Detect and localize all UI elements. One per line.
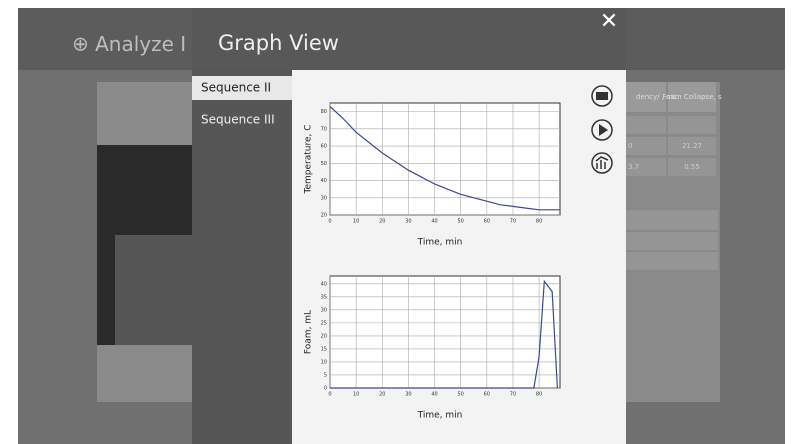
table-value: 0.55 — [684, 163, 700, 171]
app-table: dency/ , mL Foam Collapse, s 0 21.27 3.7… — [626, 82, 722, 270]
icon-ring — [591, 119, 613, 141]
nav-item[interactable]: Sequence II — [201, 81, 271, 95]
play-button[interactable] — [591, 119, 613, 141]
x-tick-label: 50 — [457, 392, 463, 398]
x-axis-label: Time, min — [417, 238, 463, 248]
x-tick-label: 0 — [328, 219, 331, 225]
y-tick-label: 70 — [321, 126, 327, 132]
nav-item[interactable]: Sequence III — [201, 113, 275, 127]
cell — [626, 82, 666, 112]
x-tick-label: 70 — [510, 392, 516, 398]
dialog-nav — [192, 70, 292, 444]
cell — [668, 116, 716, 134]
cell — [626, 158, 666, 176]
x-tick-label: 50 — [457, 219, 463, 225]
x-tick-label: 20 — [379, 219, 385, 225]
table-value: 0 — [628, 142, 632, 150]
plot-area — [329, 275, 561, 389]
x-tick-label: 80 — [536, 219, 542, 225]
cell — [626, 232, 718, 250]
cell — [668, 137, 716, 155]
y-tick-label: 20 — [321, 333, 327, 339]
icon — [595, 156, 609, 169]
table-value: 21.27 — [682, 142, 702, 150]
y-tick-label: 25 — [321, 320, 327, 326]
cell — [626, 252, 718, 270]
x-tick-label: 80 — [536, 392, 542, 398]
plot-area — [329, 102, 561, 216]
icon-ring — [591, 85, 613, 107]
y-axis-label: Temperature, C — [304, 124, 314, 194]
x-tick-label: 20 — [379, 392, 385, 398]
y-tick-label: 15 — [321, 346, 327, 352]
foam-image-foam — [115, 235, 192, 345]
app-title-text: Analyze I — [95, 32, 186, 56]
y-tick-label: 10 — [321, 359, 327, 365]
table-value: 3.7 — [628, 163, 639, 171]
dialog-header — [192, 8, 626, 70]
app-title: ⊕ Analyze I — [72, 32, 186, 56]
x-tick-label: 30 — [405, 219, 411, 225]
close-button[interactable]: ✕ — [600, 9, 618, 34]
x-tick-label: 40 — [431, 392, 437, 398]
x-tick-label: 40 — [431, 219, 437, 225]
cell — [626, 116, 666, 134]
x-tick-label: 60 — [484, 219, 490, 225]
data-line — [330, 279, 558, 389]
y-tick-label: 50 — [321, 161, 327, 167]
x-tick-label: 0 — [328, 392, 331, 398]
y-tick-label: 80 — [321, 109, 327, 115]
chart-button[interactable] — [591, 152, 613, 174]
cell — [626, 137, 666, 155]
icon — [599, 124, 608, 136]
x-tick-label: 30 — [405, 392, 411, 398]
nav-item-selected[interactable] — [192, 76, 292, 100]
x-tick-label: 10 — [353, 219, 359, 225]
y-tick-label: 40 — [321, 178, 327, 184]
table-header: dency/ , mL — [636, 93, 677, 101]
x-tick-label: 60 — [484, 392, 490, 398]
table-header: Foam Collapse, s — [662, 93, 722, 101]
y-tick-label: 60 — [321, 144, 327, 150]
cell — [626, 210, 718, 230]
x-axis-label: Time, min — [417, 411, 463, 421]
y-axis-label: Foam, mL — [304, 310, 314, 354]
icon — [596, 92, 608, 100]
x-tick-label: 10 — [353, 392, 359, 398]
camera-button[interactable] — [591, 85, 613, 107]
y-tick-label: 35 — [321, 294, 327, 300]
cell — [668, 82, 716, 112]
icon-ring — [591, 152, 613, 174]
y-tick-label: 40 — [321, 281, 327, 287]
y-tick-label: 30 — [321, 195, 327, 201]
cell — [668, 158, 716, 176]
x-tick-label: 70 — [510, 219, 516, 225]
y-tick-label: 0 — [324, 386, 327, 392]
y-tick-label: 5 — [324, 372, 327, 378]
data-line — [329, 106, 560, 211]
y-tick-label: 30 — [321, 307, 327, 313]
y-tick-label: 20 — [321, 213, 327, 219]
dialog-title: Graph View — [218, 31, 339, 55]
